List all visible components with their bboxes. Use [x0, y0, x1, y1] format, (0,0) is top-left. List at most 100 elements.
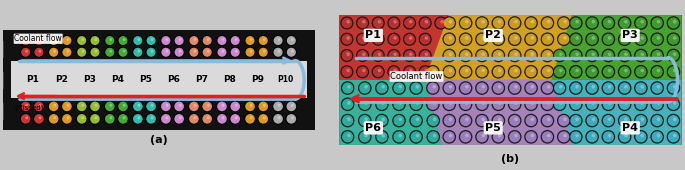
Circle shape [525, 50, 536, 61]
Circle shape [235, 104, 238, 107]
Circle shape [492, 81, 505, 95]
Circle shape [547, 117, 551, 121]
Circle shape [33, 101, 45, 112]
Circle shape [492, 65, 505, 79]
Circle shape [90, 36, 99, 45]
Circle shape [133, 114, 142, 124]
Circle shape [123, 50, 125, 53]
Circle shape [651, 131, 662, 142]
Circle shape [492, 16, 505, 30]
Circle shape [619, 34, 630, 45]
Circle shape [531, 134, 534, 137]
Text: P3: P3 [83, 75, 96, 84]
Circle shape [382, 101, 385, 105]
Circle shape [410, 82, 422, 94]
Circle shape [201, 113, 213, 125]
Circle shape [592, 69, 595, 72]
Circle shape [341, 81, 354, 95]
Circle shape [393, 36, 397, 40]
Circle shape [342, 131, 353, 142]
Circle shape [569, 32, 583, 46]
Circle shape [249, 38, 253, 41]
Circle shape [459, 49, 473, 62]
Circle shape [404, 50, 415, 61]
Circle shape [624, 101, 627, 105]
Circle shape [202, 114, 212, 124]
Circle shape [104, 35, 115, 46]
Circle shape [667, 130, 680, 144]
Circle shape [426, 65, 440, 79]
Text: P10: P10 [277, 75, 294, 84]
Circle shape [427, 115, 439, 126]
Circle shape [286, 114, 296, 124]
Circle shape [117, 101, 129, 112]
Circle shape [651, 82, 662, 94]
Circle shape [585, 130, 599, 144]
Circle shape [362, 69, 366, 72]
Circle shape [189, 114, 199, 124]
Circle shape [273, 101, 283, 111]
Text: P3: P3 [623, 30, 638, 40]
Circle shape [347, 69, 350, 72]
Circle shape [603, 115, 614, 126]
Circle shape [372, 49, 385, 62]
Circle shape [221, 50, 225, 53]
Circle shape [76, 113, 88, 125]
Circle shape [624, 117, 627, 121]
Circle shape [160, 101, 172, 112]
Circle shape [493, 131, 504, 142]
Circle shape [174, 114, 184, 124]
Circle shape [216, 35, 227, 46]
Circle shape [291, 38, 294, 41]
Circle shape [509, 66, 520, 77]
Circle shape [667, 32, 680, 46]
Circle shape [358, 66, 368, 77]
Circle shape [277, 38, 281, 41]
Circle shape [547, 69, 551, 72]
Circle shape [132, 101, 144, 112]
Circle shape [531, 52, 534, 56]
Circle shape [399, 134, 402, 137]
Circle shape [667, 65, 680, 79]
Circle shape [601, 16, 615, 30]
Circle shape [493, 18, 504, 29]
Circle shape [667, 16, 680, 30]
Circle shape [364, 117, 368, 121]
Circle shape [524, 81, 538, 95]
Circle shape [410, 81, 423, 95]
Circle shape [524, 16, 538, 30]
Circle shape [403, 49, 416, 62]
Circle shape [477, 131, 488, 142]
Circle shape [440, 20, 444, 23]
Circle shape [409, 20, 412, 23]
Circle shape [416, 101, 419, 105]
Circle shape [601, 97, 615, 111]
Circle shape [104, 47, 115, 58]
Text: P1: P1 [27, 75, 40, 84]
Circle shape [342, 50, 352, 61]
Circle shape [229, 101, 241, 112]
Circle shape [188, 101, 200, 112]
Circle shape [547, 101, 551, 105]
Circle shape [273, 48, 283, 57]
Circle shape [508, 114, 521, 127]
Circle shape [475, 16, 489, 30]
Circle shape [104, 113, 116, 125]
Circle shape [133, 101, 142, 111]
Circle shape [619, 82, 630, 94]
Text: (b): (b) [501, 154, 519, 164]
Circle shape [347, 20, 350, 23]
Circle shape [89, 101, 101, 112]
Circle shape [62, 36, 71, 45]
Circle shape [569, 65, 583, 79]
Circle shape [640, 36, 644, 40]
Circle shape [667, 81, 680, 95]
Circle shape [347, 101, 351, 105]
Circle shape [482, 85, 485, 89]
Circle shape [340, 33, 353, 46]
Circle shape [650, 97, 664, 111]
Circle shape [399, 117, 402, 121]
Text: P5: P5 [486, 123, 501, 133]
Circle shape [498, 101, 501, 105]
Circle shape [34, 48, 43, 57]
